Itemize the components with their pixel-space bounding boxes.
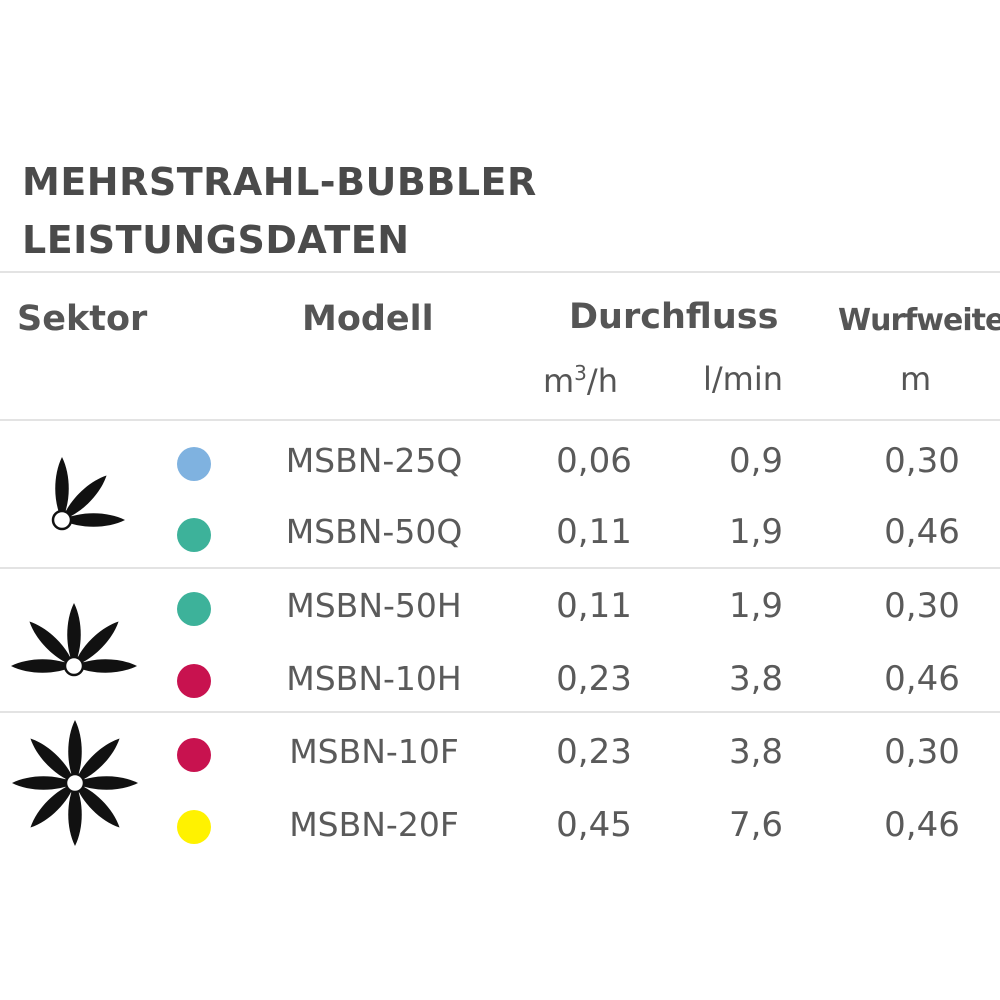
color-dot [177, 810, 211, 844]
unit-m: m [900, 360, 932, 398]
flow-m3h-cell: 0,11 [556, 512, 632, 552]
unit-lmin: l/min [703, 360, 784, 398]
flow-m3h-cell: 0,11 [556, 586, 632, 626]
color-dot [177, 664, 211, 698]
flow-m3h-cell: 0,45 [556, 805, 632, 845]
group-divider-1 [0, 567, 1000, 569]
color-dot [177, 592, 211, 626]
flow-m3h-cell: 0,23 [556, 659, 632, 699]
header-wurfweite: Wurfweite [838, 303, 1000, 338]
flow-lmin-cell: 3,8 [728, 659, 784, 699]
throw-cell: 0,46 [884, 659, 960, 699]
throw-cell: 0,30 [884, 732, 960, 772]
header-divider-bottom [0, 419, 1000, 421]
flow-lmin-cell: 1,9 [728, 512, 784, 552]
model-cell: MSBN-50Q [285, 512, 463, 551]
header-durchfluss: Durchfluss [569, 297, 779, 337]
throw-cell: 0,46 [884, 805, 960, 845]
throw-cell: 0,46 [884, 512, 960, 552]
header-modell: Modell [302, 299, 434, 339]
color-dot [177, 518, 211, 552]
flow-lmin-cell: 0,9 [728, 441, 784, 481]
header-sektor: Sektor [17, 299, 148, 339]
model-cell: MSBN-10F [289, 732, 459, 771]
model-cell: MSBN-50H [286, 586, 462, 625]
color-dot [177, 738, 211, 772]
flow-lmin-cell: 1,9 [728, 586, 784, 626]
quarter-sector-icon [51, 457, 125, 531]
half-sector-icon [11, 603, 137, 677]
throw-cell: 0,30 [884, 586, 960, 626]
unit-m3h: m3/h [543, 361, 618, 400]
page-title-line-1: MEHRSTRAHL-BUBBLER [22, 160, 537, 204]
page-title-line-2: LEISTUNGSDATEN [22, 218, 410, 262]
flow-m3h-cell: 0,06 [556, 441, 632, 481]
model-cell: MSBN-25Q [285, 441, 463, 480]
model-cell: MSBN-10H [286, 659, 462, 698]
flow-lmin-cell: 7,6 [728, 805, 784, 845]
group-divider-2 [0, 711, 1000, 713]
throw-cell: 0,30 [884, 441, 960, 481]
full-sector-icon [12, 720, 138, 846]
model-cell: MSBN-20F [289, 805, 459, 844]
header-divider-top [0, 271, 1000, 273]
flow-m3h-cell: 0,23 [556, 732, 632, 772]
flow-lmin-cell: 3,8 [728, 732, 784, 772]
color-dot [177, 447, 211, 481]
